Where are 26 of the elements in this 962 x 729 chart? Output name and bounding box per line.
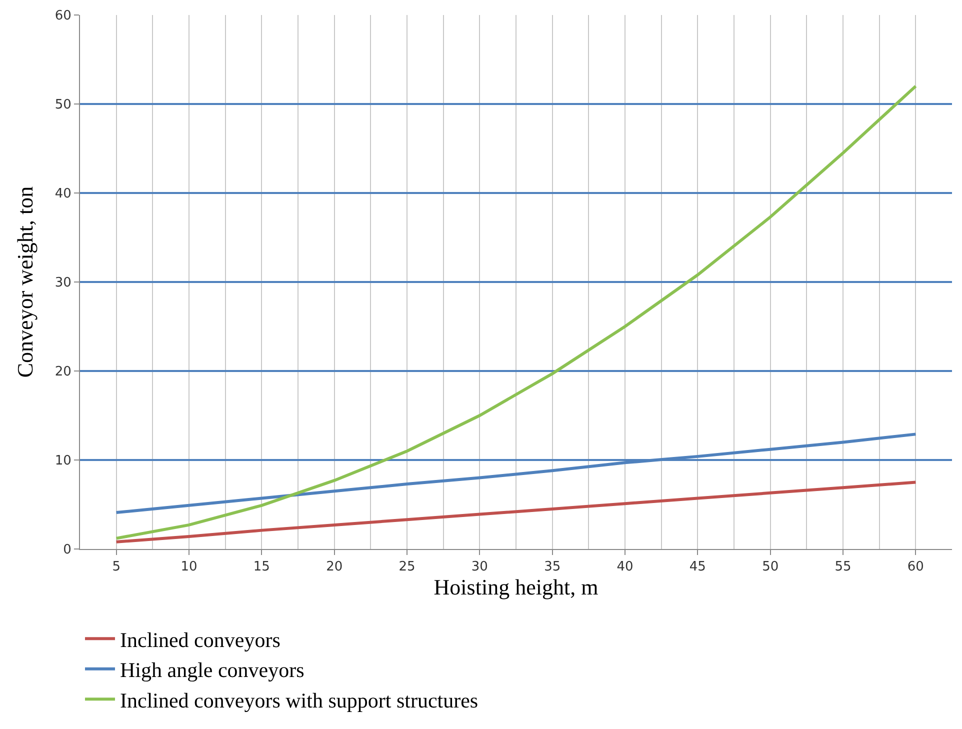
line-series (114, 480, 918, 544)
line-series (114, 84, 918, 540)
y-tick-label: 0 (63, 542, 72, 558)
y-tick-label: 30 (54, 276, 72, 291)
legend-label: Inclined conveyors (120, 628, 280, 652)
y-tick-label: 60 (54, 8, 72, 24)
x-tick-label: 45 (689, 560, 706, 575)
x-tick-label: 10 (180, 560, 198, 575)
x-tick-label: 20 (326, 560, 343, 575)
x-tick-label: 5 (112, 560, 120, 575)
y-tick-label: 10 (54, 454, 72, 469)
x-tick-label: 55 (834, 560, 852, 575)
x-tick-label: 30 (471, 560, 488, 575)
y-tick-label: 50 (54, 98, 72, 113)
y-tick-label: 40 (54, 186, 72, 202)
legend-label: High angle conveyors (120, 658, 304, 682)
x-tick-label: 50 (762, 560, 779, 575)
y-axis-title: Conveyor weight, ton (12, 186, 38, 378)
x-tick-label: 25 (398, 560, 416, 575)
y-tick-label: 20 (54, 364, 72, 380)
legend-label: Inclined conveyors with support structures (120, 688, 478, 712)
x-axis-title: Hoisting height, m (434, 574, 598, 600)
x-tick-label: 15 (253, 560, 270, 575)
x-tick-label: 60 (907, 560, 924, 575)
x-tick-label: 35 (544, 560, 561, 575)
x-tick-label: 40 (616, 560, 634, 575)
